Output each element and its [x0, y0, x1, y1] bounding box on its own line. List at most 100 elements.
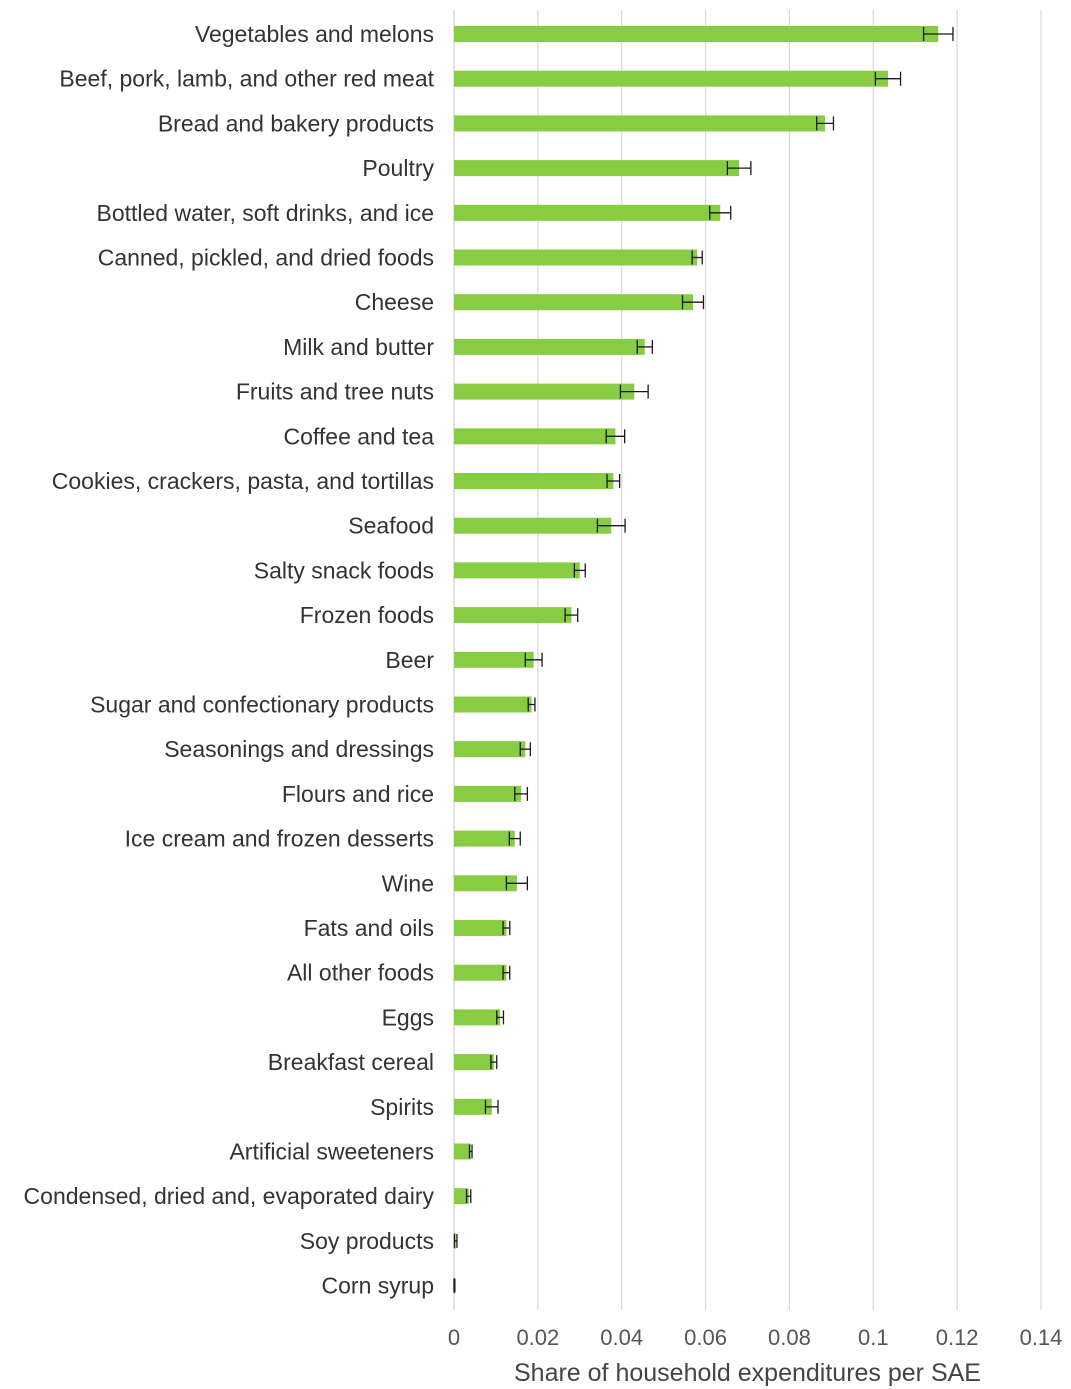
- bar: [454, 70, 888, 87]
- error-bar: [496, 1010, 505, 1025]
- error-bar: [490, 1055, 498, 1070]
- error-bar: [922, 27, 954, 41]
- bar: [454, 204, 721, 221]
- category-label: Cheese: [355, 289, 434, 315]
- error-bar: [465, 1189, 472, 1204]
- bar: [454, 1009, 501, 1026]
- category-label: Bread and bakery products: [158, 110, 434, 136]
- error-bar: [484, 1099, 499, 1114]
- category-label: Cookies, crackers, pasta, and tortillas: [52, 468, 434, 494]
- error-bars: [453, 27, 954, 1293]
- error-bar: [468, 1144, 473, 1159]
- category-label: Beef, pork, lamb, and other red meat: [59, 66, 434, 92]
- category-label: Frozen foods: [300, 602, 434, 628]
- error-bar: [691, 250, 703, 265]
- error-bar: [874, 71, 902, 86]
- bar: [454, 741, 526, 758]
- bar: [454, 696, 532, 713]
- error-bar: [606, 474, 621, 488]
- error-bar: [636, 339, 653, 354]
- category-label: Sugar and confectionary products: [90, 692, 434, 718]
- bar: [454, 562, 580, 579]
- error-bar: [573, 563, 586, 578]
- error-bar: [596, 518, 626, 533]
- bar: [454, 651, 534, 668]
- category-label: Bottled water, soft drinks, and ice: [96, 200, 434, 226]
- bar: [454, 920, 507, 936]
- bar: [454, 115, 826, 132]
- bar: [454, 875, 517, 892]
- category-label: Coffee and tea: [284, 423, 435, 449]
- error-bar: [505, 876, 529, 891]
- category-label: Beer: [385, 647, 434, 673]
- bar: [454, 294, 693, 311]
- category-label: Fruits and tree nuts: [236, 379, 434, 405]
- error-bar: [564, 608, 579, 623]
- category-label: Poultry: [362, 155, 434, 181]
- bar: [454, 1098, 492, 1115]
- category-label: All other foods: [287, 960, 434, 986]
- category-label: Seafood: [348, 513, 434, 539]
- x-tick-label: 0.12: [936, 1325, 979, 1350]
- bar: [454, 1188, 469, 1205]
- x-tick-labels: 0 0.02 0.04 0.06 0.08 0.1 0.12 0.14: [448, 1325, 1063, 1350]
- bar: [454, 383, 635, 400]
- category-label: Canned, pickled, and dried foods: [98, 245, 434, 271]
- category-label: Salty snack foods: [254, 557, 434, 583]
- category-label: Condensed, dried and, evaporated dairy: [24, 1183, 435, 1209]
- error-bar: [681, 295, 705, 310]
- category-label: Spirits: [370, 1094, 434, 1120]
- x-tick-label: 0: [448, 1325, 460, 1350]
- error-bar: [453, 1233, 458, 1248]
- x-tick-label: 0.14: [1020, 1325, 1063, 1350]
- bar: [454, 607, 572, 624]
- bar: [454, 964, 507, 981]
- error-bar: [709, 205, 732, 220]
- bar: [454, 1054, 494, 1071]
- category-label: Flours and rice: [282, 781, 434, 807]
- bar: [454, 830, 515, 847]
- error-bar: [524, 652, 543, 667]
- category-label: Milk and butter: [283, 334, 434, 360]
- error-bar: [502, 921, 511, 935]
- bars: [454, 26, 939, 1294]
- x-tick-label: 0.02: [516, 1325, 559, 1350]
- category-label: Artificial sweeteners: [229, 1139, 434, 1165]
- x-tick-label: 0.1: [858, 1325, 889, 1350]
- error-bar: [453, 1278, 456, 1293]
- category-label: Seasonings and dressings: [164, 736, 434, 762]
- category-label: Fats and oils: [304, 915, 434, 941]
- error-bar: [816, 116, 835, 131]
- category-label: Corn syrup: [322, 1273, 434, 1299]
- category-label: Wine: [382, 870, 434, 896]
- bar: [454, 26, 939, 42]
- x-tick-label: 0.08: [768, 1325, 811, 1350]
- bar: [454, 517, 612, 534]
- bar: [454, 338, 645, 355]
- bar: [454, 785, 522, 802]
- x-tick-label: 0.06: [684, 1325, 727, 1350]
- category-label: Eggs: [382, 1004, 434, 1030]
- bar: [454, 249, 698, 266]
- bar: [454, 1143, 471, 1160]
- error-bar: [605, 429, 626, 444]
- category-labels: Vegetables and melons Beef, pork, lamb, a…: [24, 21, 435, 1299]
- error-bar: [527, 697, 536, 712]
- gridlines: [453, 10, 1042, 1310]
- error-bar: [726, 161, 752, 176]
- error-bar: [514, 786, 529, 801]
- category-label: Vegetables and melons: [195, 21, 434, 47]
- error-bar: [508, 831, 521, 846]
- error-bar: [619, 384, 649, 399]
- error-bar: [519, 742, 531, 757]
- error-bar: [502, 965, 511, 980]
- x-tick-label: 0.04: [600, 1325, 643, 1350]
- category-label: Soy products: [300, 1228, 434, 1254]
- category-label: Breakfast cereal: [268, 1049, 434, 1075]
- bar: [454, 473, 614, 489]
- bar: [454, 428, 616, 445]
- bar: [454, 160, 740, 177]
- x-axis-title: Share of household expenditures per SAE: [514, 1359, 981, 1387]
